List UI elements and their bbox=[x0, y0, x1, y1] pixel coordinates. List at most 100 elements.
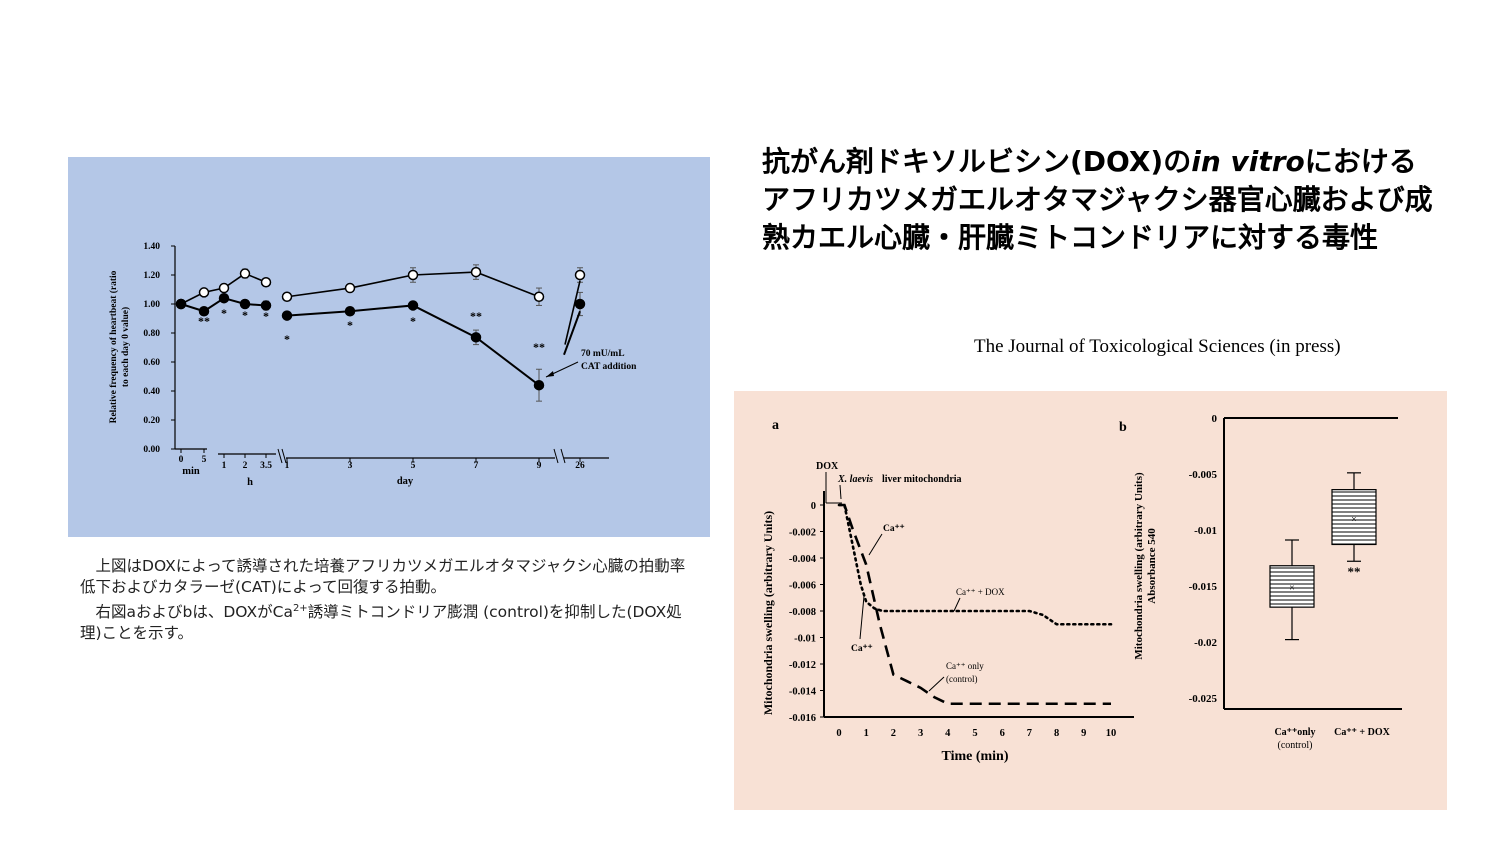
axis-break-mark bbox=[560, 448, 566, 464]
y-axis-label-line-1: Mitochondria swelling (arbitrary Units) bbox=[1133, 472, 1145, 660]
x-tick-label: 0 bbox=[179, 455, 184, 465]
x-tick-label: 8 bbox=[1054, 728, 1059, 739]
x-group-label: h bbox=[247, 477, 253, 488]
annotation-line-1: 70 mU/mL bbox=[581, 349, 625, 359]
x-tick-label: 1 bbox=[222, 461, 227, 471]
x-tick-label: 4 bbox=[945, 728, 951, 739]
x-tick-label: 3 bbox=[918, 728, 923, 739]
y-tick-label: 1.40 bbox=[143, 242, 160, 252]
y-label-line-1: Relative frequency of heartbeat (ratio bbox=[108, 270, 119, 423]
open-marker bbox=[470, 266, 482, 278]
title-part2: における アフリカツメガエルオタマジャクシ器官心臓および成熟カエル心臓・肝臓ミト… bbox=[762, 145, 1433, 254]
x-group-label: min bbox=[182, 466, 200, 477]
x-tick-label: 10 bbox=[1106, 728, 1117, 739]
y-tick-label: -0.016 bbox=[789, 713, 816, 724]
mean-marker: × bbox=[1289, 583, 1295, 594]
x-tick-label: 0 bbox=[836, 728, 841, 739]
axis-break-mark bbox=[553, 448, 559, 464]
recovery-line-open bbox=[564, 280, 581, 345]
filled-marker bbox=[574, 298, 586, 310]
x-tick-label: 3 bbox=[348, 461, 353, 471]
y-tick-label: -0.012 bbox=[789, 660, 816, 671]
slide-title: 抗がん剤ドキソルビシン(DOX)のin vitroにおける アフリカツメガエルオ… bbox=[762, 143, 1442, 257]
filled-marker bbox=[175, 298, 187, 310]
y-tick-label: -0.004 bbox=[789, 554, 817, 565]
open-marker bbox=[407, 269, 419, 281]
open-marker bbox=[344, 282, 356, 294]
y-tick-label: -0.01 bbox=[1194, 525, 1217, 537]
x-tick-label: 7 bbox=[474, 461, 479, 471]
significance-mark: * bbox=[221, 306, 227, 320]
panel-label-b: b bbox=[1119, 420, 1127, 435]
filled-marker bbox=[218, 292, 230, 304]
caption-text-1: 上図はDOXによって誘導された培養アフリカツメガエルオタマジャクシ心臓の拍動率低… bbox=[80, 557, 686, 596]
ca-arrow-2 bbox=[859, 595, 865, 640]
annotation-ca-dox: Ca⁺⁺ + DOX bbox=[956, 587, 1005, 597]
y-tick-label: 1.20 bbox=[143, 271, 160, 281]
filled-marker bbox=[407, 300, 419, 311]
significance-mark: ** bbox=[470, 309, 482, 323]
y-axis-label-group: Mitochondria swelling (arbitrary Units) bbox=[761, 511, 775, 715]
y-tick-label: -0.005 bbox=[1189, 469, 1218, 481]
filled-marker bbox=[344, 306, 356, 317]
y-axis-label: Mitochondria swelling (arbitrary Units) bbox=[761, 511, 775, 715]
x-tick-label: 1 bbox=[285, 461, 290, 471]
mean-marker: × bbox=[1351, 515, 1357, 526]
significance-mark: * bbox=[347, 318, 353, 332]
x-tick-label: 2 bbox=[891, 728, 896, 739]
x-tick-label: 3.5 bbox=[260, 461, 272, 471]
y-tick-label: -0.006 bbox=[789, 581, 816, 592]
filled-marker bbox=[533, 379, 545, 391]
significance-mark: ** bbox=[198, 314, 210, 328]
y-label-line-2: to each day 0 value) bbox=[120, 307, 131, 387]
y-tick-label: -0.015 bbox=[1189, 581, 1218, 593]
y-axis-label-group: Mitochondria swelling (arbitrary Units) A… bbox=[1133, 472, 1158, 660]
journal-citation: The Journal of Toxicological Sciences (i… bbox=[974, 336, 1341, 357]
box bbox=[1269, 565, 1315, 608]
significance-mark: ** bbox=[1348, 564, 1361, 579]
y-axis-label-line-2: Absorbance 540 bbox=[1146, 528, 1158, 604]
annotation-mito: liver mitochondria bbox=[882, 474, 962, 485]
category-label-2: Ca⁺⁺ + DOX bbox=[1334, 727, 1390, 738]
x-tick-label: 5 bbox=[202, 455, 207, 465]
caption-sup: 2+ bbox=[292, 603, 308, 614]
caption-text-2a: 右図aおよびbは、DOXがCa bbox=[95, 603, 293, 622]
y-tick-label: -0.01 bbox=[794, 634, 816, 645]
significance-mark: * bbox=[263, 309, 269, 323]
caption-line-2: 右図aおよびbは、DOXがCa2+誘導ミトコンドリア膨潤 (control)を抑… bbox=[80, 598, 690, 644]
x-tick-label: 6 bbox=[1000, 728, 1005, 739]
category-label-1b: (control) bbox=[1278, 740, 1313, 751]
annotation-ca-only: Ca⁺⁺ only bbox=[946, 661, 984, 671]
x-tick-label: 5 bbox=[411, 461, 416, 471]
y-tick-label: 0.00 bbox=[143, 445, 160, 455]
ca-dox-arrow bbox=[953, 597, 961, 612]
annotation-dox: DOX bbox=[816, 461, 839, 472]
axis-break-mark bbox=[281, 448, 287, 464]
open-marker bbox=[533, 291, 545, 302]
y-tick-label: 0.40 bbox=[143, 387, 160, 397]
ca-only-arrow bbox=[928, 676, 945, 692]
series-ca-dox bbox=[837, 503, 1113, 626]
y-tick-label: 0 bbox=[811, 501, 816, 512]
y-tick-label: 0 bbox=[1212, 413, 1218, 425]
panel-label-a: a bbox=[772, 418, 779, 433]
filled-marker bbox=[239, 298, 251, 310]
annotation-arrowhead bbox=[546, 371, 554, 377]
y-tick-label: 0.80 bbox=[143, 329, 160, 339]
y-tick-label: -0.014 bbox=[789, 687, 817, 698]
figure-caption: 上図はDOXによって誘導された培養アフリカツメガエルオタマジャクシ心臓の拍動率低… bbox=[80, 556, 690, 644]
ca-arrow-1 bbox=[868, 533, 883, 556]
mitochondria-chart-panel: a 0 -0.002 -0.004 -0.006 -0.008 -0.01 -0.012 -0.… bbox=[734, 391, 1447, 810]
title-part1: 抗がん剤ドキソルビシン(DOX)の bbox=[762, 145, 1192, 178]
y-axis-label: Relative frequency of heartbeat (ratio to… bbox=[108, 270, 131, 423]
recovery-line bbox=[563, 310, 581, 356]
annotation-control: (control) bbox=[946, 674, 978, 684]
open-marker bbox=[281, 291, 293, 302]
x-group-label: day bbox=[397, 476, 414, 487]
filled-marker bbox=[470, 332, 482, 343]
filled-marker bbox=[281, 310, 293, 321]
y-tick-label: 0.20 bbox=[143, 416, 160, 426]
annotation-species: X. laevis bbox=[837, 474, 873, 485]
species-arrow bbox=[839, 484, 842, 500]
x-tick-label: 9 bbox=[537, 461, 542, 471]
